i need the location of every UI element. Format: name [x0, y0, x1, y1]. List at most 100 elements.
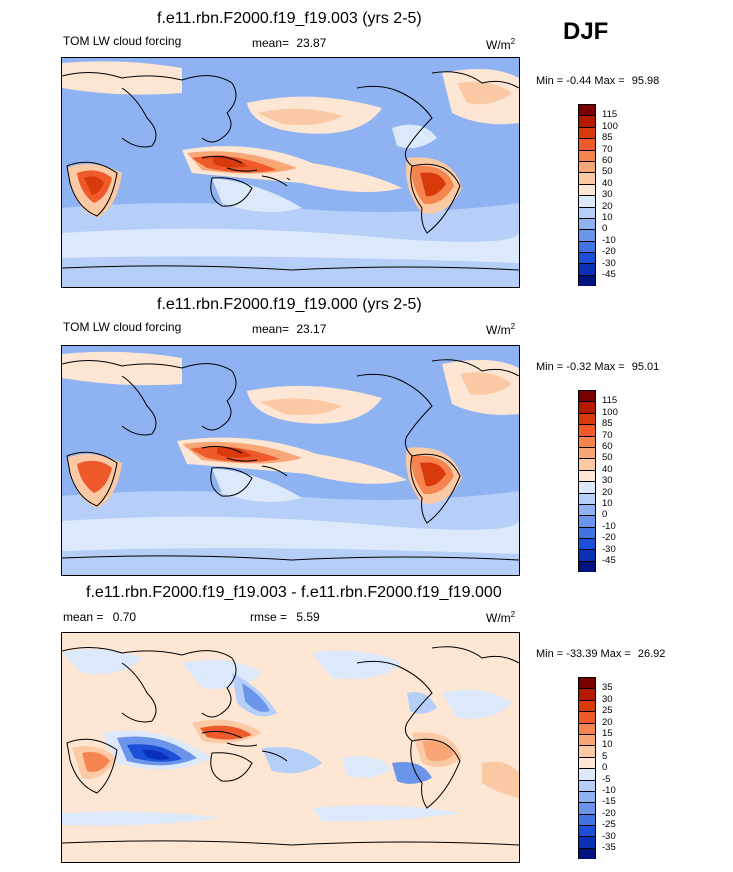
- colorbar-tick-label: -10: [602, 520, 616, 532]
- panel3-minmax: Min = -33.39 Max = 26.92: [536, 648, 665, 660]
- panel2-max-value: 95.01: [631, 361, 660, 373]
- colorbar-tick-label: 15: [602, 728, 613, 739]
- colorbar-swatch: [578, 229, 596, 241]
- panel3-mean-value: 0.70: [112, 610, 137, 624]
- colorbar-swatch: [578, 138, 596, 150]
- colorbar-swatch: [578, 160, 596, 173]
- colorbar-tick-label: 0: [602, 762, 608, 774]
- colorbar-tick-label: 10: [602, 739, 613, 751]
- panel3-map: [61, 632, 520, 863]
- panel1-coastlines: [62, 71, 519, 271]
- colorbar-swatch: [578, 503, 596, 516]
- panel2-map: [61, 345, 520, 576]
- colorbar-tick-label: 0: [602, 509, 608, 521]
- colorbar-tick-label: 60: [602, 441, 613, 452]
- panel1-minmax: Min = -0.44 Max = 95.98: [536, 75, 659, 87]
- colorbar-swatch: [578, 688, 596, 700]
- panel1-min-label: Min =: [536, 75, 564, 87]
- panel1-mean-value: 23.87: [296, 36, 327, 50]
- colorbar-swatch: [578, 802, 596, 814]
- panel2-colorbar: 115 100 85 70 60 50 40 30 20 10 0 -10 -20 -30 -45: [578, 390, 618, 573]
- panel2-minmax: Min = -0.32 Max = 95.01: [536, 361, 659, 373]
- colorbar-swatch: [578, 458, 596, 470]
- colorbar-tick-label: 20: [602, 200, 613, 212]
- panel2-units-base: W/m: [486, 323, 511, 337]
- colorbar-tick-label: 100: [602, 120, 618, 132]
- colorbar-tick-label: -20: [602, 807, 616, 819]
- panel2-field-label: TOM LW cloud forcing: [63, 320, 182, 334]
- colorbar-tick-label: 30: [602, 693, 613, 705]
- panel2-mean: mean= 23.17: [252, 322, 326, 336]
- season-label: DJF: [563, 18, 609, 45]
- colorbar-swatch: [578, 790, 596, 803]
- colorbar-swatch: [578, 206, 596, 218]
- colorbar-tick-label: 50: [602, 452, 613, 464]
- panel2-max-label: Max =: [594, 361, 625, 373]
- colorbar-swatch: [578, 560, 596, 573]
- colorbar-swatch: [578, 836, 596, 848]
- colorbar-tick-label: 5: [602, 750, 608, 762]
- colorbar-swatch: [578, 183, 596, 196]
- colorbar-swatch: [578, 481, 596, 493]
- panel3-min-value: -33.39: [566, 648, 598, 660]
- colorbar-swatch: [578, 446, 596, 459]
- panel2-contours: [62, 351, 519, 575]
- colorbar-tick-label: 0: [602, 223, 608, 235]
- panel3-coastlines: [62, 646, 519, 846]
- colorbar-tick-label: 50: [602, 166, 613, 178]
- panel1-mean-label: mean=: [252, 36, 290, 50]
- panel3-min-label: Min =: [536, 648, 564, 660]
- colorbar-swatch: [578, 263, 596, 275]
- panel1-contours: [62, 61, 519, 287]
- panel1-units-exp: 2: [510, 37, 516, 46]
- colorbar-swatch: [578, 538, 596, 550]
- colorbar-swatch: [578, 515, 596, 527]
- panel3-rmse-value: 5.59: [296, 610, 320, 624]
- colorbar-tick-label: 40: [602, 177, 613, 189]
- panel1-title: f.e11.rbn.F2000.f19_f19.003 (yrs 2-5): [157, 10, 422, 27]
- panel3-units-base: W/m: [486, 611, 511, 625]
- colorbar-swatch: [578, 699, 596, 712]
- colorbar-swatch: [578, 813, 596, 826]
- panel3-mean: mean = 0.70: [63, 610, 136, 624]
- colorbar-swatch: [578, 756, 596, 769]
- panel3-colorbar: 35 30 25 20 15 10 5 0 -5 -10 -15 -20 -25 -30 -35: [578, 677, 616, 860]
- colorbar-swatch: [578, 274, 596, 287]
- panel1-units: W/m2: [486, 37, 515, 52]
- panel3-units-exp: 2: [510, 610, 516, 619]
- panel1-max-value: 95.98: [631, 75, 660, 87]
- colorbar-tick-label: 25: [602, 705, 613, 717]
- colorbar-tick-label: -30: [602, 257, 616, 269]
- colorbar-tick-label: -25: [602, 819, 616, 831]
- panel1-units-base: W/m: [486, 38, 511, 52]
- colorbar-tick-label: -5: [602, 773, 611, 785]
- colorbar-swatch: [578, 847, 596, 860]
- colorbar-swatch: [578, 711, 596, 723]
- panel3-contours: [62, 649, 519, 826]
- colorbar-swatch: [578, 195, 596, 207]
- panel2-mean-value: 23.17: [296, 322, 327, 336]
- panel1-map-svg: [62, 58, 519, 287]
- colorbar-tick-label: 85: [602, 132, 613, 144]
- colorbar-tick-label: 20: [602, 486, 613, 498]
- colorbar-tick-label: -10: [602, 785, 616, 796]
- panel1-field-label: TOM LW cloud forcing: [63, 34, 182, 48]
- colorbar-swatch: [578, 549, 596, 561]
- colorbar-tick-label: -30: [602, 543, 616, 555]
- colorbar-swatch: [578, 469, 596, 482]
- colorbar-swatch: [578, 401, 596, 413]
- colorbar-tick-label: 100: [602, 406, 618, 418]
- panel1-min-value: -0.44: [566, 75, 592, 87]
- colorbar-tick-label: -10: [602, 234, 616, 246]
- colorbar-swatch: [578, 240, 596, 253]
- panel2-mean-label: mean=: [252, 322, 290, 336]
- panel1-max-label: Max =: [594, 75, 625, 87]
- panel2-map-svg: [62, 346, 519, 575]
- colorbar-swatch: [578, 435, 596, 447]
- colorbar-tick-label: 35: [602, 682, 613, 694]
- colorbar-swatch: [578, 825, 596, 837]
- colorbar-tick-label: -45: [602, 269, 616, 280]
- colorbar-tick-label: 20: [602, 716, 613, 728]
- colorbar-swatch: [578, 172, 596, 184]
- colorbar-tick-label: -35: [602, 842, 616, 853]
